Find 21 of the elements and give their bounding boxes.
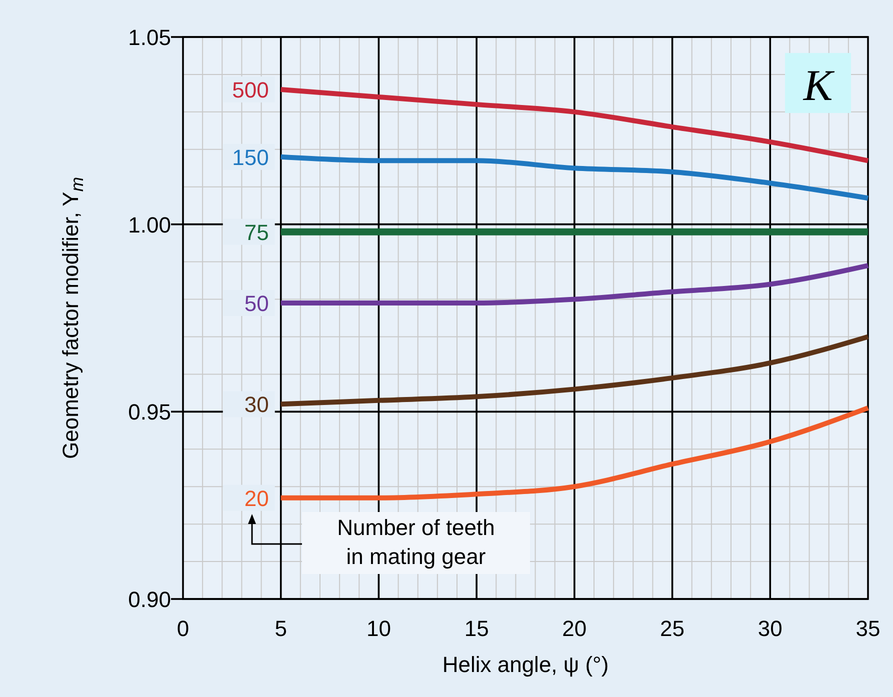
annotation: Number of teeth in mating gear <box>337 515 495 569</box>
x-axis-title: Helix angle, ψ (°) <box>442 652 609 677</box>
x-tick-label: 20 <box>562 616 587 641</box>
series-label: 75 <box>244 220 269 245</box>
x-tick-label: 35 <box>856 616 880 641</box>
series-label: 30 <box>244 392 269 418</box>
y-tick-label: 0.90 <box>128 587 171 612</box>
x-tick-label: 10 <box>366 616 391 641</box>
series-label: 500 <box>232 77 269 102</box>
x-tick-label: 25 <box>660 616 685 641</box>
y-tick-label: 0.95 <box>128 400 171 425</box>
series-label: 150 <box>232 144 269 170</box>
annotation: K <box>802 61 836 110</box>
x-tick-label: 15 <box>464 616 489 641</box>
y-tick-label: 1.05 <box>128 25 171 50</box>
y-tick-label: 1.00 <box>128 212 171 238</box>
x-tick-label: 5 <box>274 616 287 641</box>
x-tick-label: 0 <box>176 616 190 641</box>
series-label: 20 <box>244 486 269 511</box>
series-label: 50 <box>244 291 269 316</box>
x-tick-label: 30 <box>758 616 782 641</box>
